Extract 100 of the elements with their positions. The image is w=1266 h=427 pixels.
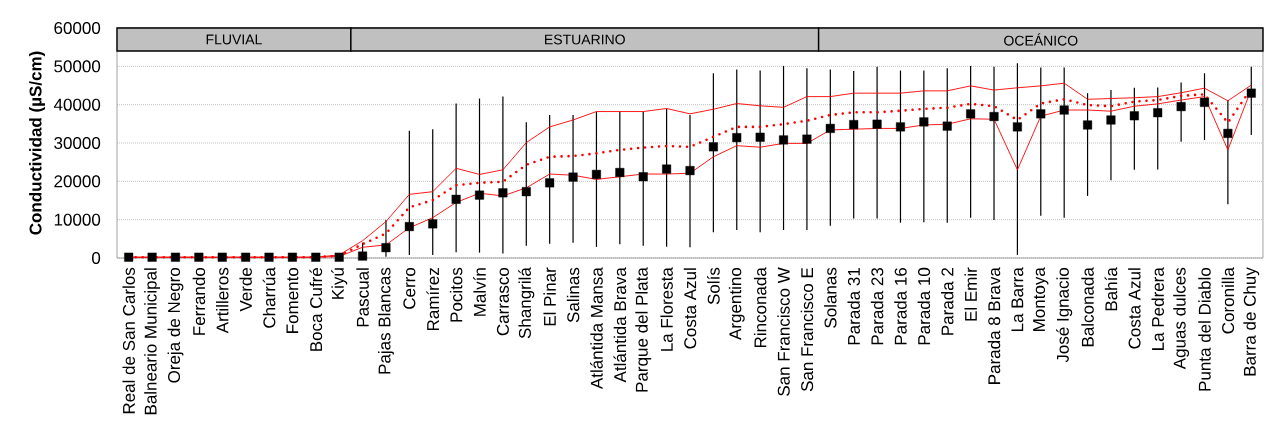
x-tick-label: Boca Cufré <box>309 267 323 351</box>
x-tick-label: Malvín <box>473 268 486 316</box>
point <box>334 252 344 262</box>
x-tick-label: Barra de Chuy <box>1243 267 1260 376</box>
point <box>217 252 227 262</box>
point <box>124 252 134 262</box>
point <box>755 132 765 142</box>
y-tick-label: 10000 <box>54 213 101 226</box>
x-tick-label: Rinconada <box>753 267 767 348</box>
x-tick-label: Pocitos <box>449 267 463 322</box>
x-tick-label: La Pedrera <box>1151 267 1164 350</box>
point <box>825 123 835 133</box>
x-tick-label: Montoya <box>1033 267 1049 331</box>
point <box>521 187 531 197</box>
point <box>404 222 414 232</box>
point <box>662 164 672 174</box>
x-tick-label: Parada 2 <box>941 268 954 335</box>
point <box>475 190 485 200</box>
point <box>428 219 438 229</box>
x-tick-label: Cerro <box>403 267 416 309</box>
x-tick-label: Parada 10 <box>917 267 931 345</box>
y-axis-title: Conductividad (µS/cm) <box>29 51 45 235</box>
x-tick-label: Ramírez <box>426 268 440 331</box>
point <box>1246 88 1256 98</box>
x-tick-label: Parque del Plata <box>635 267 652 392</box>
x-tick-label: Kiyú <box>331 268 348 299</box>
x-tick-label: Costa Azul <box>1128 268 1141 349</box>
point <box>1059 105 1069 115</box>
point <box>170 252 180 262</box>
x-tick-label: La Floresta <box>660 267 673 351</box>
point <box>498 188 508 198</box>
point <box>591 169 601 179</box>
x-tick-label: Artilleros <box>216 267 229 334</box>
point <box>381 243 391 253</box>
point <box>264 252 274 262</box>
x-tick-label: Solís <box>707 267 720 305</box>
point <box>919 117 929 127</box>
point <box>147 252 157 262</box>
point <box>1083 120 1093 130</box>
x-tick-label: Ferrando <box>192 267 206 335</box>
point <box>966 109 976 119</box>
y-tick-label: 30000 <box>54 136 101 150</box>
x-tick-label: Parada 16 <box>894 267 907 345</box>
point <box>451 194 461 204</box>
x-tick-label: Balconada <box>1081 267 1094 347</box>
x-tick-label: Atlántida Brava <box>613 267 627 383</box>
x-tick-label: Fomento <box>286 267 299 333</box>
point <box>849 120 859 130</box>
x-tick-label: Real de San Carlos <box>122 267 135 414</box>
x-tick-label: Verde <box>239 267 252 312</box>
y-tick-label: 0 <box>92 251 101 265</box>
x-tick-label: Argentino <box>728 267 745 340</box>
point <box>358 251 368 261</box>
band-label: OCEÁNICO <box>1004 33 1078 46</box>
x-tick-label: Solanas <box>824 267 837 328</box>
x-tick-label: Parada 31 <box>847 268 860 345</box>
point <box>1129 111 1139 121</box>
point <box>311 252 321 262</box>
x-tick-label: Bahía <box>1104 267 1118 311</box>
x-tick-label: El Emir <box>964 267 977 321</box>
x-tick-label: San Francisco E <box>800 267 814 392</box>
x-tick-label: Coronilla <box>1221 267 1235 334</box>
point <box>989 112 999 122</box>
point <box>638 172 648 182</box>
point <box>685 166 695 176</box>
point <box>1106 115 1116 125</box>
point <box>1223 128 1233 138</box>
x-tick-label: Pajas Blancas <box>378 267 394 374</box>
x-tick-label: Balneario Municipal <box>144 268 161 415</box>
x-tick-label: Charrúa <box>262 267 276 328</box>
point <box>1036 109 1046 119</box>
x-tick-label: Costa Azul <box>683 268 697 349</box>
point <box>708 142 718 152</box>
point <box>287 252 297 262</box>
x-tick-label: Parada 8 Brava <box>987 267 1001 384</box>
point <box>241 252 251 262</box>
point <box>779 135 789 145</box>
point <box>1153 108 1163 118</box>
x-tick-label: Parada 23 <box>870 267 884 345</box>
x-tick-label: Carrasco <box>496 267 509 336</box>
x-tick-label: La Barra <box>1011 267 1024 331</box>
x-tick-label: José Ignacio <box>1056 267 1073 363</box>
y-tick-label: 50000 <box>54 60 101 73</box>
x-tick-label: Punta del Diablo <box>1198 267 1211 391</box>
x-tick-label: Oreja de Negro <box>167 267 184 383</box>
point <box>942 121 952 131</box>
x-tick-label: Shangrilá <box>518 267 535 339</box>
point <box>895 122 905 132</box>
point <box>1176 102 1186 112</box>
band-label: FLUVIAL <box>206 34 262 45</box>
x-tick-label: Aguas dulces <box>1173 267 1190 370</box>
point <box>545 178 555 188</box>
y-tick-label: 60000 <box>54 21 101 35</box>
point <box>1012 122 1022 132</box>
y-tick-label: 40000 <box>53 98 101 111</box>
x-tick-label: Atlántida Mansa <box>590 267 603 390</box>
point <box>872 119 882 129</box>
point <box>568 172 578 182</box>
x-tick-label: San Francisco W <box>777 267 790 396</box>
point <box>194 252 204 262</box>
